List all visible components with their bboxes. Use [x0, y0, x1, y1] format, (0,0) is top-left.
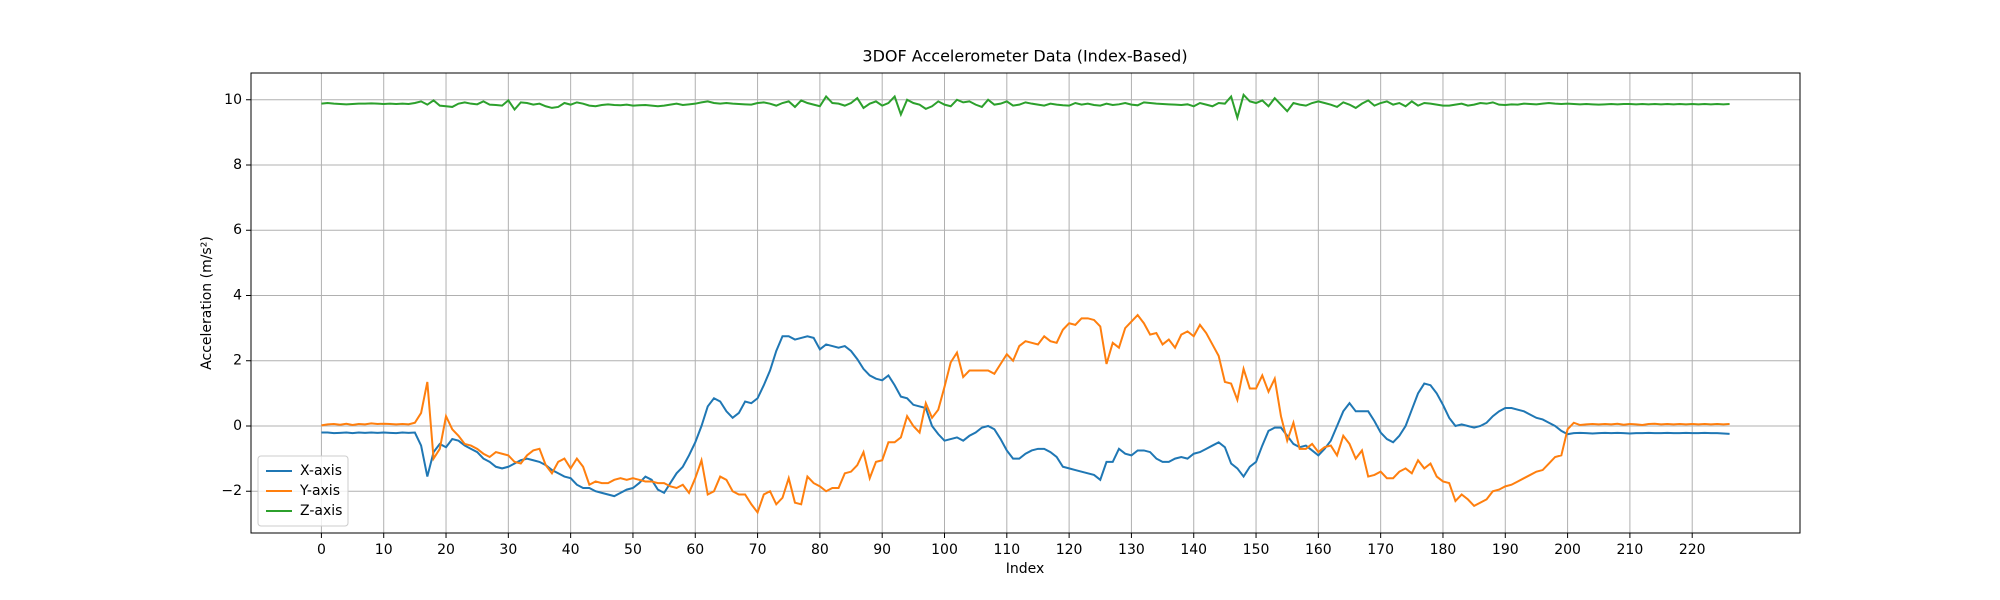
grid [251, 73, 1800, 533]
x-tick-label: 130 [1118, 542, 1145, 558]
y-tick-label: 8 [233, 157, 242, 173]
x-tick-label: 210 [1617, 542, 1644, 558]
x-tick-label: 40 [562, 542, 580, 558]
data-line [321, 92, 1730, 122]
x-tick-label: 70 [749, 542, 767, 558]
x-tick-label: 140 [1180, 542, 1207, 558]
x-tick-label: 190 [1492, 542, 1519, 558]
x-tick-label: 150 [1243, 542, 1270, 558]
legend-label: Z-axis [300, 503, 342, 519]
y-tick-label: 4 [233, 287, 242, 303]
x-tick-label: 220 [1679, 542, 1706, 558]
x-tick-label: 30 [499, 542, 517, 558]
x-tick-label: 120 [1056, 542, 1083, 558]
x-tick-label: 110 [993, 542, 1020, 558]
y-tick-label: 6 [233, 222, 242, 238]
x-axis-label: Index [1006, 561, 1045, 577]
x-tick-label: 180 [1430, 542, 1457, 558]
x-tick-label: 20 [437, 542, 455, 558]
x-tick-label: 10 [375, 542, 393, 558]
x-tick-label: 160 [1305, 542, 1332, 558]
y-axis-label: Acceleration (m/s²) [199, 236, 215, 370]
x-tick-label: 0 [317, 542, 326, 558]
legend-label: Y-axis [299, 483, 340, 499]
legend: X-axis Y-axis Z-axis [257, 455, 349, 527]
x-tick-label: 100 [931, 542, 958, 558]
x-tick-label: 90 [873, 542, 891, 558]
chart-title: 3DOF Accelerometer Data (Index-Based) [862, 47, 1187, 66]
legend-label: X-axis [300, 463, 342, 479]
x-tick-label: 80 [811, 542, 829, 558]
data-line [321, 313, 1730, 515]
y-tick-label: 10 [224, 92, 242, 108]
y-tick-label: 2 [233, 353, 242, 369]
legend-box [257, 455, 349, 527]
x-tick-label: 170 [1367, 542, 1394, 558]
y-tick-label: −2 [221, 483, 242, 499]
data-line [321, 335, 1730, 498]
x-tick-label: 200 [1554, 542, 1581, 558]
plot-frame [250, 72, 1801, 534]
y-tick-label: 0 [233, 418, 242, 434]
x-tick-label: 60 [686, 542, 704, 558]
x-tick-label: 50 [624, 542, 642, 558]
